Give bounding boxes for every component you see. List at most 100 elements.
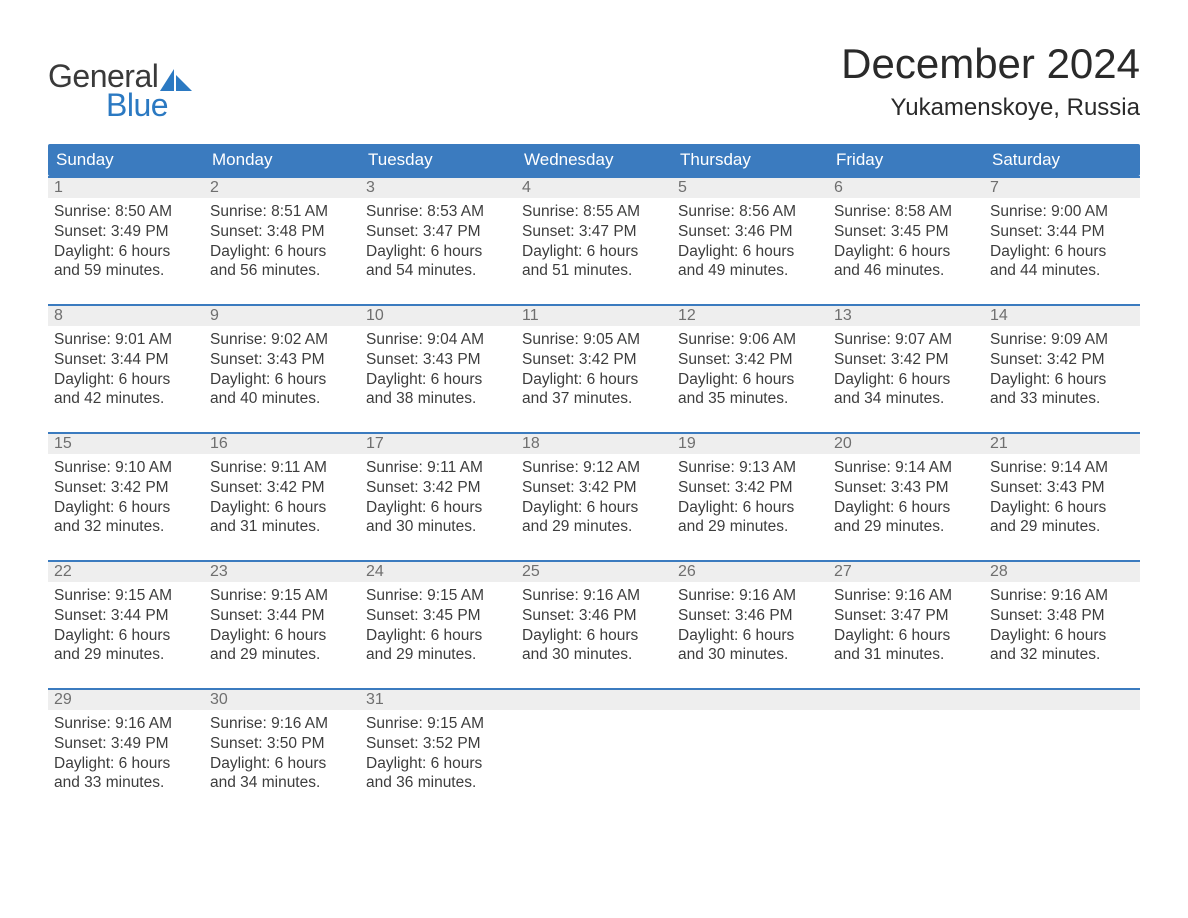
calendar-day [828, 688, 984, 800]
daylight-text-line1: Daylight: 6 hours [522, 242, 666, 262]
calendar-day: 2Sunrise: 8:51 AMSunset: 3:48 PMDaylight… [204, 176, 360, 288]
sunset-text: Sunset: 3:44 PM [54, 606, 198, 626]
sunset-text: Sunset: 3:42 PM [990, 350, 1134, 370]
daylight-text-line1: Daylight: 6 hours [54, 242, 198, 262]
daylight-text-line2: and 29 minutes. [834, 517, 978, 537]
daylight-text-line1: Daylight: 6 hours [366, 242, 510, 262]
sunrise-text: Sunrise: 9:09 AM [990, 330, 1134, 350]
calendar-day: 14Sunrise: 9:09 AMSunset: 3:42 PMDayligh… [984, 304, 1140, 416]
sunrise-text: Sunrise: 8:53 AM [366, 202, 510, 222]
day-number: 7 [984, 176, 1140, 198]
sunset-text: Sunset: 3:46 PM [522, 606, 666, 626]
sunset-text: Sunset: 3:50 PM [210, 734, 354, 754]
sunrise-text: Sunrise: 9:07 AM [834, 330, 978, 350]
daylight-text-line2: and 37 minutes. [522, 389, 666, 409]
calendar-day: 18Sunrise: 9:12 AMSunset: 3:42 PMDayligh… [516, 432, 672, 544]
day-details: Sunrise: 9:01 AMSunset: 3:44 PMDaylight:… [48, 326, 204, 413]
calendar-day: 13Sunrise: 9:07 AMSunset: 3:42 PMDayligh… [828, 304, 984, 416]
daylight-text-line2: and 29 minutes. [990, 517, 1134, 537]
sunset-text: Sunset: 3:48 PM [210, 222, 354, 242]
sunset-text: Sunset: 3:44 PM [210, 606, 354, 626]
day-number: 18 [516, 432, 672, 454]
sunset-text: Sunset: 3:49 PM [54, 222, 198, 242]
daylight-text-line2: and 30 minutes. [678, 645, 822, 665]
day-details: Sunrise: 9:06 AMSunset: 3:42 PMDaylight:… [672, 326, 828, 413]
day-number: 26 [672, 560, 828, 582]
daylight-text-line2: and 38 minutes. [366, 389, 510, 409]
calendar-week: 29Sunrise: 9:16 AMSunset: 3:49 PMDayligh… [48, 688, 1140, 800]
day-details: Sunrise: 9:15 AMSunset: 3:44 PMDaylight:… [204, 582, 360, 669]
day-number: 15 [48, 432, 204, 454]
daylight-text-line2: and 35 minutes. [678, 389, 822, 409]
sunset-text: Sunset: 3:42 PM [54, 478, 198, 498]
sunrise-text: Sunrise: 9:05 AM [522, 330, 666, 350]
day-number: 17 [360, 432, 516, 454]
calendar-week: 1Sunrise: 8:50 AMSunset: 3:49 PMDaylight… [48, 176, 1140, 288]
calendar-day: 5Sunrise: 8:56 AMSunset: 3:46 PMDaylight… [672, 176, 828, 288]
daylight-text-line2: and 29 minutes. [366, 645, 510, 665]
sunrise-text: Sunrise: 9:14 AM [834, 458, 978, 478]
day-details: Sunrise: 8:55 AMSunset: 3:47 PMDaylight:… [516, 198, 672, 285]
day-details: Sunrise: 9:11 AMSunset: 3:42 PMDaylight:… [204, 454, 360, 541]
sunset-text: Sunset: 3:47 PM [834, 606, 978, 626]
daylight-text-line2: and 34 minutes. [834, 389, 978, 409]
day-details [828, 710, 984, 790]
calendar-day: 4Sunrise: 8:55 AMSunset: 3:47 PMDaylight… [516, 176, 672, 288]
sunset-text: Sunset: 3:42 PM [366, 478, 510, 498]
day-details: Sunrise: 9:02 AMSunset: 3:43 PMDaylight:… [204, 326, 360, 413]
day-number: 19 [672, 432, 828, 454]
sunset-text: Sunset: 3:47 PM [522, 222, 666, 242]
sunset-text: Sunset: 3:45 PM [366, 606, 510, 626]
weekday-header: Friday [828, 144, 984, 176]
daylight-text-line2: and 59 minutes. [54, 261, 198, 281]
day-number: 14 [984, 304, 1140, 326]
daylight-text-line1: Daylight: 6 hours [366, 498, 510, 518]
daylight-text-line2: and 56 minutes. [210, 261, 354, 281]
sunrise-text: Sunrise: 9:10 AM [54, 458, 198, 478]
day-details: Sunrise: 8:56 AMSunset: 3:46 PMDaylight:… [672, 198, 828, 285]
daylight-text-line1: Daylight: 6 hours [366, 754, 510, 774]
calendar-day: 28Sunrise: 9:16 AMSunset: 3:48 PMDayligh… [984, 560, 1140, 672]
day-details: Sunrise: 9:16 AMSunset: 3:46 PMDaylight:… [516, 582, 672, 669]
sunrise-text: Sunrise: 9:16 AM [522, 586, 666, 606]
daylight-text-line1: Daylight: 6 hours [678, 242, 822, 262]
sunrise-text: Sunrise: 9:16 AM [834, 586, 978, 606]
daylight-text-line2: and 30 minutes. [522, 645, 666, 665]
calendar-day: 24Sunrise: 9:15 AMSunset: 3:45 PMDayligh… [360, 560, 516, 672]
sunset-text: Sunset: 3:43 PM [834, 478, 978, 498]
daylight-text-line1: Daylight: 6 hours [522, 626, 666, 646]
sunrise-text: Sunrise: 8:55 AM [522, 202, 666, 222]
daylight-text-line2: and 31 minutes. [210, 517, 354, 537]
day-details: Sunrise: 8:58 AMSunset: 3:45 PMDaylight:… [828, 198, 984, 285]
sunset-text: Sunset: 3:43 PM [210, 350, 354, 370]
sunset-text: Sunset: 3:42 PM [834, 350, 978, 370]
daylight-text-line1: Daylight: 6 hours [834, 370, 978, 390]
sunset-text: Sunset: 3:49 PM [54, 734, 198, 754]
day-details: Sunrise: 8:51 AMSunset: 3:48 PMDaylight:… [204, 198, 360, 285]
day-number [984, 688, 1140, 710]
daylight-text-line2: and 54 minutes. [366, 261, 510, 281]
daylight-text-line2: and 49 minutes. [678, 261, 822, 281]
daylight-text-line1: Daylight: 6 hours [54, 498, 198, 518]
calendar-day: 3Sunrise: 8:53 AMSunset: 3:47 PMDaylight… [360, 176, 516, 288]
sunrise-text: Sunrise: 9:13 AM [678, 458, 822, 478]
sunrise-text: Sunrise: 9:11 AM [366, 458, 510, 478]
sunset-text: Sunset: 3:47 PM [366, 222, 510, 242]
calendar-day: 7Sunrise: 9:00 AMSunset: 3:44 PMDaylight… [984, 176, 1140, 288]
day-details [672, 710, 828, 790]
day-number: 30 [204, 688, 360, 710]
daylight-text-line2: and 29 minutes. [678, 517, 822, 537]
day-number: 10 [360, 304, 516, 326]
daylight-text-line2: and 32 minutes. [990, 645, 1134, 665]
sunrise-text: Sunrise: 9:15 AM [366, 586, 510, 606]
daylight-text-line1: Daylight: 6 hours [522, 498, 666, 518]
day-details: Sunrise: 8:50 AMSunset: 3:49 PMDaylight:… [48, 198, 204, 285]
calendar-day: 15 Sunrise: 9:10 AMSunset: 3:42 PMDayligh… [48, 432, 204, 544]
daylight-text-line2: and 30 minutes. [366, 517, 510, 537]
sunset-text: Sunset: 3:48 PM [990, 606, 1134, 626]
daylight-text-line1: Daylight: 6 hours [834, 626, 978, 646]
daylight-text-line2: and 51 minutes. [522, 261, 666, 281]
sunrise-text: Sunrise: 9:06 AM [678, 330, 822, 350]
day-details: Sunrise: 9:12 AMSunset: 3:42 PMDaylight:… [516, 454, 672, 541]
sunrise-text: Sunrise: 9:12 AM [522, 458, 666, 478]
